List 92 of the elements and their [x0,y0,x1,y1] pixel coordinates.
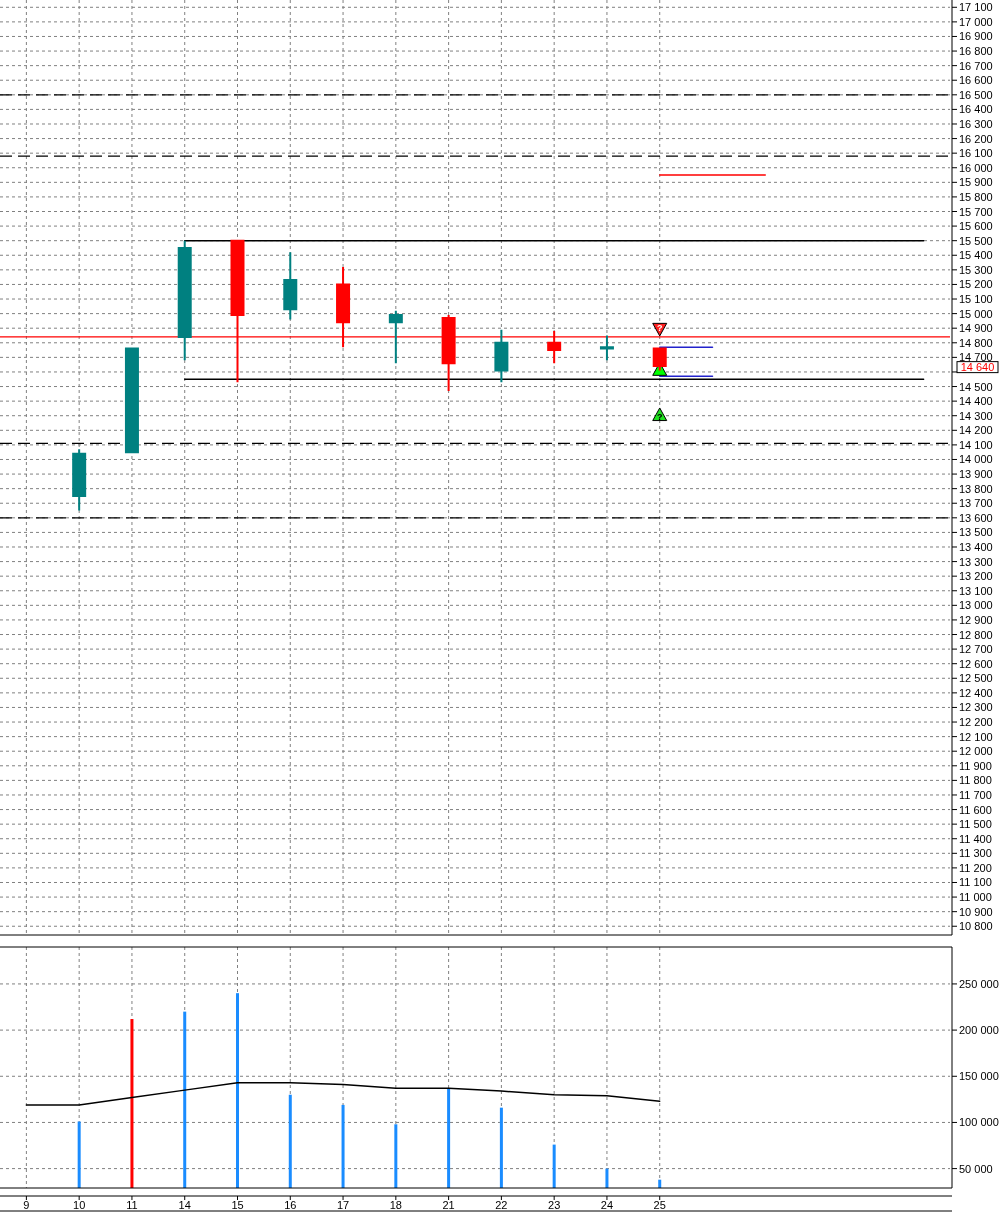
y-tick-label: 11 900 [959,759,992,772]
candlestick [124,347,139,454]
y-tick-label: 15 500 [959,234,993,247]
y-tick-label: 12 200 [959,716,993,729]
candlestick [599,334,614,362]
x-tick-label: 21 [442,1199,455,1211]
y-tick-label: 13 400 [959,541,993,553]
y-tick-label: 12 100 [959,730,993,743]
y-tick-label: 11 400 [959,832,992,845]
y-tick-label: 16 100 [959,147,993,160]
y-tick-label: 12 800 [959,628,993,641]
x-tick-label: 24 [600,1199,614,1211]
x-tick-label: 22 [495,1199,508,1211]
y-tick-label: 10 800 [959,920,993,933]
y-tick-label: 150 000 [959,1070,999,1083]
y-tick-label: 12 400 [959,686,993,699]
y-tick-label: 13 300 [959,555,993,568]
y-tick-label: 15 000 [959,307,993,320]
y-tick-label: 13 900 [959,468,993,481]
y-tick-label: 15 100 [959,293,993,306]
y-tick-label: 100 000 [959,1116,999,1129]
y-tick-label: 17 000 [959,15,993,28]
y-tick-label: 13 600 [959,511,993,524]
x-tick-label: 17 [336,1199,350,1211]
candlestick [494,328,509,384]
y-tick-label: 14 700 [959,351,993,364]
y-tick-label: 11 700 [959,788,992,801]
y-tick-label: 14 900 [959,322,993,335]
y-tick-label: 12 700 [959,643,993,656]
y-tick-label: 11 200 [959,861,992,874]
x-tick-label: 16 [284,1199,297,1211]
annotation: ? [656,322,663,333]
y-tick-label: 14 000 [959,453,993,466]
y-tick-label: 14 500 [959,380,993,393]
y-tick-label: 13 200 [959,570,993,583]
y-tick-label: 16 000 [959,161,993,174]
x-tick-label: 11 [126,1199,138,1211]
y-tick-label: 14 100 [959,438,993,451]
y-tick-label: 11 100 [959,876,992,889]
y-tick-label: 12 300 [959,701,993,714]
y-tick-label: 16 400 [959,103,993,116]
annotation: ? [656,411,663,422]
x-tick-label: 9 [23,1199,30,1211]
y-tick-label: 250 000 [959,977,999,990]
y-tick-label: 200 000 [959,1024,999,1037]
candlestick [388,309,403,365]
y-tick-label: 12 600 [959,657,993,670]
y-tick-label: 11 500 [959,818,992,831]
y-tick-label: 13 700 [959,497,993,510]
y-tick-label: 13 500 [959,526,993,539]
y-tick-label: 14 300 [959,409,993,422]
y-tick-label: 12 900 [959,613,993,626]
y-tick-label: 16 700 [959,59,993,72]
y-tick-label: 10 900 [959,905,993,918]
y-tick-label: 14 200 [959,424,993,437]
y-tick-label: 16 900 [959,30,993,43]
y-tick-label: 11 000 [959,891,992,904]
x-tick-label: 14 [178,1199,191,1211]
y-tick-label: 50 000 [959,1162,993,1175]
y-tick-label: 13 100 [959,584,993,597]
x-tick-label: 23 [548,1199,561,1211]
y-tick-label: 13 800 [959,482,993,495]
y-tick-label: 16 200 [959,132,993,145]
y-tick-label: 15 900 [959,176,993,189]
y-tick-label: 14 400 [959,395,993,408]
y-tick-label: 15 300 [959,263,993,276]
y-tick-label: 16 500 [959,88,993,101]
y-tick-label: 15 700 [959,205,993,218]
y-tick-label: 12 000 [959,745,993,758]
candlestick [72,448,87,512]
y-tick-label: 16 300 [959,117,993,130]
x-tick-label: 10 [73,1199,86,1211]
text: 14 640 [960,361,995,374]
x-tick-label: 18 [389,1199,402,1211]
x-tick-label: 25 [653,1199,666,1211]
y-tick-label: 15 400 [959,249,993,262]
y-tick-label: 11 600 [959,803,992,816]
y-tick-label: 15 800 [959,190,993,203]
candlestick [283,251,298,321]
y-tick-label: 11 800 [959,774,992,787]
candlestick [177,239,192,362]
y-tick-label: 15 200 [959,278,993,291]
y-tick-label: 16 600 [959,74,993,87]
y-tick-label: 12 500 [959,672,993,685]
x-tick-label: 15 [231,1199,244,1211]
y-tick-label: 13 000 [959,599,993,612]
y-tick-label: 15 600 [959,220,993,233]
line-series [25,1081,661,1106]
y-tick-label: 17 100 [959,1,993,14]
y-tick-label: 14 800 [959,336,993,349]
y-tick-label: 16 800 [959,45,993,58]
y-tick-label: 11 300 [959,847,992,860]
